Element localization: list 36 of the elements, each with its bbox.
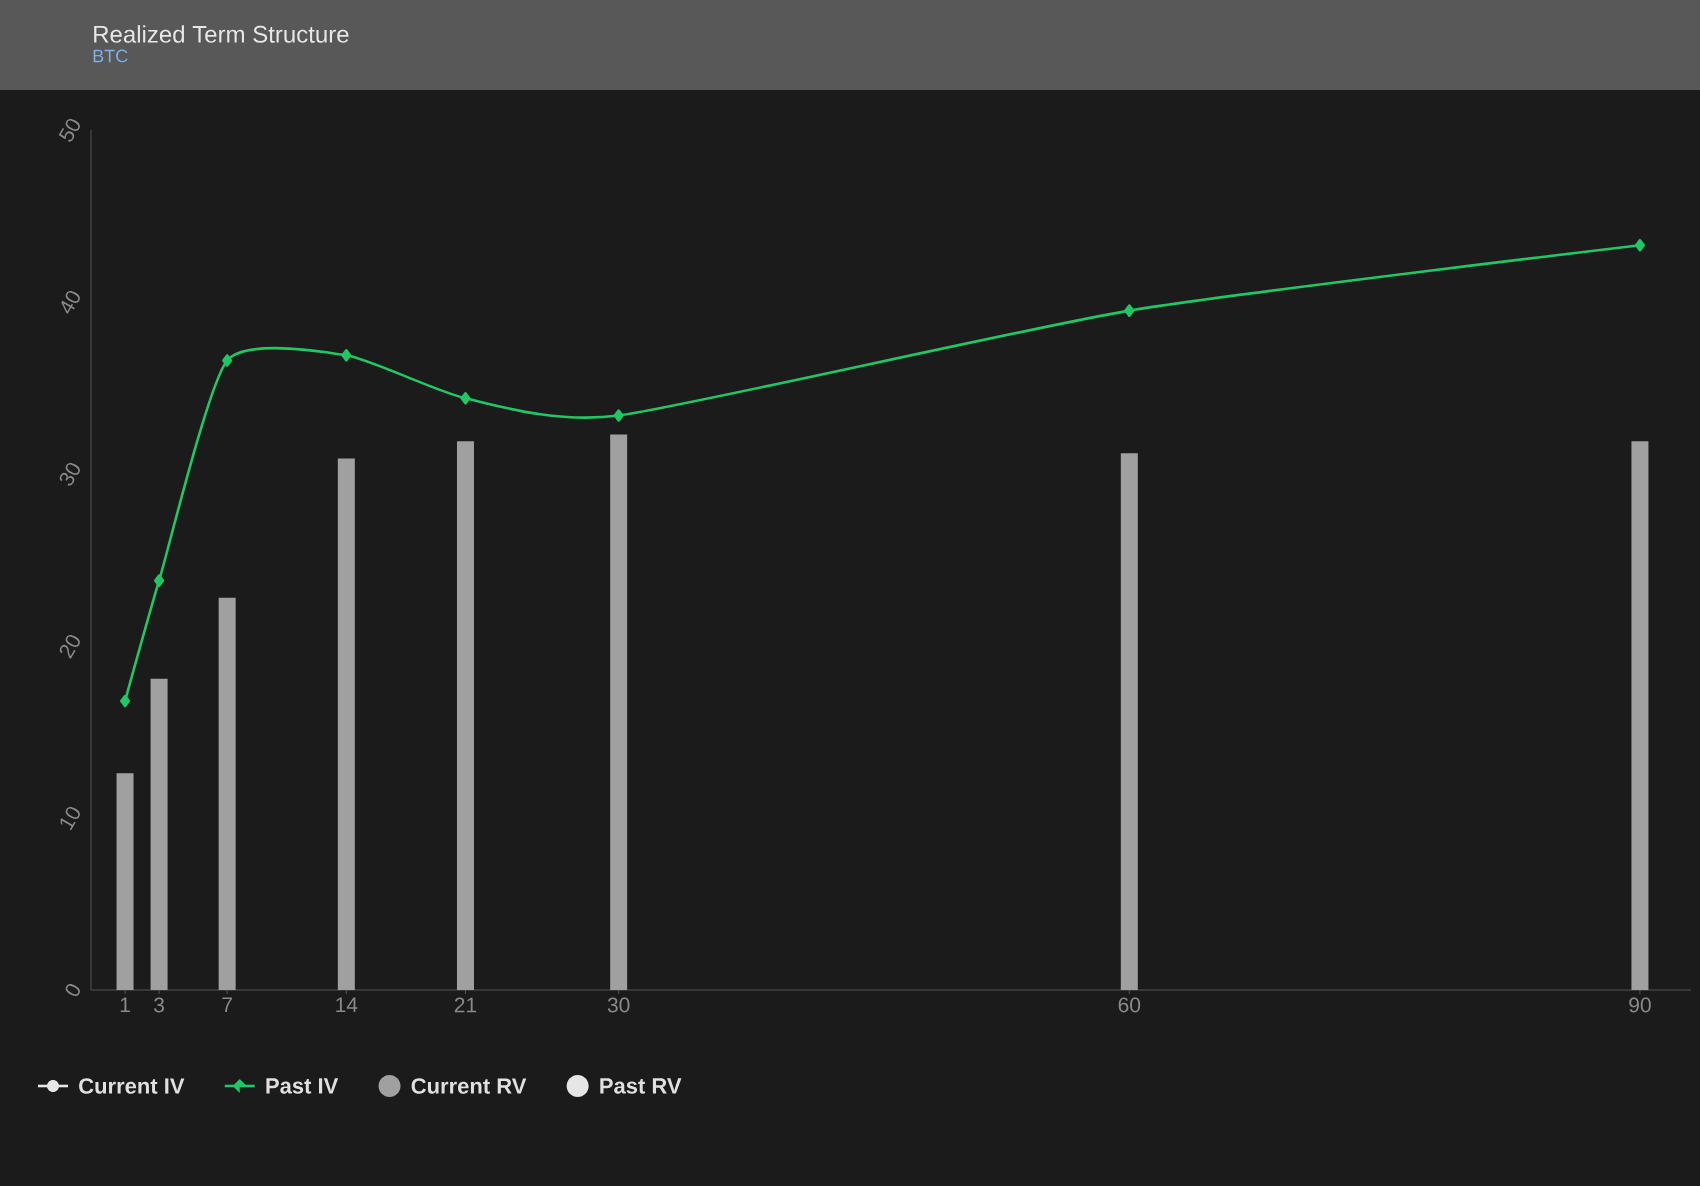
chart-title: Realized Term Structure bbox=[94, 25, 349, 43]
point bbox=[341, 349, 352, 362]
x-tick-label: 60 bbox=[1118, 997, 1141, 1013]
legend-label: Current RV bbox=[411, 1078, 527, 1094]
y-tick-label: 10 bbox=[60, 806, 80, 831]
x-tick-label: 21 bbox=[454, 997, 477, 1013]
bar bbox=[610, 434, 628, 990]
x-tick-label: 14 bbox=[336, 997, 358, 1012]
bar bbox=[456, 441, 474, 990]
point bbox=[154, 574, 165, 587]
point bbox=[460, 392, 471, 405]
y-tick-label: 20 bbox=[59, 634, 80, 659]
chart-subtitle: BTC bbox=[93, 49, 128, 63]
y-tick-label: 50 bbox=[58, 118, 80, 142]
point bbox=[1634, 238, 1645, 252]
point bbox=[1124, 304, 1135, 317]
x-tick-label: 90 bbox=[1629, 997, 1651, 1013]
point bbox=[613, 409, 624, 422]
point bbox=[119, 694, 131, 708]
bar bbox=[1120, 453, 1138, 990]
x-tick-label: 30 bbox=[607, 997, 630, 1013]
bar bbox=[218, 597, 236, 990]
bar bbox=[337, 458, 355, 990]
x-tick-label: 1 bbox=[120, 997, 130, 1012]
y-tick-label: 30 bbox=[59, 462, 80, 486]
bar bbox=[1631, 441, 1649, 990]
bar bbox=[116, 773, 134, 990]
point bbox=[222, 354, 233, 367]
x-tick-label: 3 bbox=[154, 997, 165, 1013]
legend-label: Past RV bbox=[600, 1078, 682, 1094]
x-tick-label: 7 bbox=[222, 997, 232, 1012]
y-tick-label: 40 bbox=[61, 290, 80, 314]
y-tick-label: 0 bbox=[65, 983, 80, 997]
legend-label: Current IV bbox=[79, 1078, 185, 1094]
bar bbox=[150, 678, 168, 990]
legend-label: Past IV bbox=[266, 1078, 339, 1094]
